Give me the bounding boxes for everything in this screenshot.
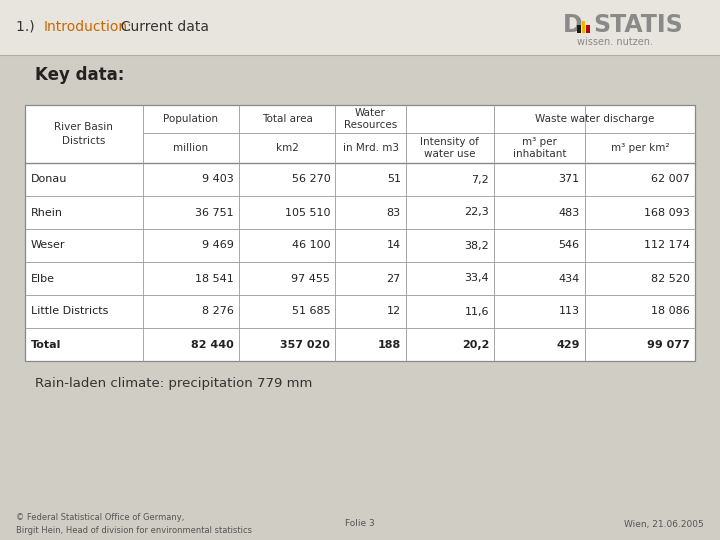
Text: 82 440: 82 440 — [192, 340, 234, 349]
Text: Population: Population — [163, 114, 218, 124]
Text: 51 685: 51 685 — [292, 307, 330, 316]
Text: wissen. nutzen.: wissen. nutzen. — [577, 37, 653, 47]
Text: © Federal Statistical Office of Germany,
Birgit Hein, Head of division for envir: © Federal Statistical Office of Germany,… — [16, 513, 252, 535]
Bar — [577, 25, 580, 33]
Text: 483: 483 — [558, 207, 580, 218]
Text: Wien, 21.06.2005: Wien, 21.06.2005 — [624, 519, 704, 529]
Text: Key data:: Key data: — [35, 66, 125, 84]
Text: Little Districts: Little Districts — [31, 307, 109, 316]
Text: 99 077: 99 077 — [647, 340, 690, 349]
Bar — [0, 0, 720, 55]
Bar — [582, 21, 585, 33]
Text: 18 086: 18 086 — [652, 307, 690, 316]
Text: Elbe: Elbe — [31, 273, 55, 284]
Text: 9 403: 9 403 — [202, 174, 234, 185]
Text: 546: 546 — [559, 240, 580, 251]
Text: Folie 3: Folie 3 — [345, 519, 375, 529]
Text: 371: 371 — [559, 174, 580, 185]
Text: Donau: Donau — [31, 174, 68, 185]
Bar — [25, 105, 695, 361]
Text: 1.): 1.) — [16, 20, 43, 34]
Text: 8 276: 8 276 — [202, 307, 234, 316]
Text: Waste water discharge: Waste water discharge — [535, 114, 654, 124]
Text: 9 469: 9 469 — [202, 240, 234, 251]
Text: 357 020: 357 020 — [281, 340, 330, 349]
Text: m³ per
inhabitant: m³ per inhabitant — [513, 137, 566, 159]
Text: m³ per km²: m³ per km² — [611, 143, 669, 153]
Text: 82 520: 82 520 — [651, 273, 690, 284]
Text: 429: 429 — [556, 340, 580, 349]
Text: 105 510: 105 510 — [285, 207, 330, 218]
Text: 188: 188 — [377, 340, 401, 349]
Text: 20,2: 20,2 — [462, 340, 489, 349]
Text: in Mrd. m3: in Mrd. m3 — [343, 143, 399, 153]
Text: Intensity of
water use: Intensity of water use — [420, 137, 480, 159]
Text: 36 751: 36 751 — [195, 207, 234, 218]
Text: 33,4: 33,4 — [464, 273, 489, 284]
Text: Total: Total — [31, 340, 61, 349]
Text: Water
Resources: Water Resources — [344, 108, 397, 130]
Text: 113: 113 — [559, 307, 580, 316]
Text: 14: 14 — [387, 240, 401, 251]
Text: Total area: Total area — [261, 114, 312, 124]
Text: 46 100: 46 100 — [292, 240, 330, 251]
Text: STATIS: STATIS — [593, 13, 683, 37]
Text: 112 174: 112 174 — [644, 240, 690, 251]
Text: 22,3: 22,3 — [464, 207, 489, 218]
Text: 56 270: 56 270 — [292, 174, 330, 185]
Text: 7,2: 7,2 — [472, 174, 489, 185]
Text: 27: 27 — [387, 273, 401, 284]
Text: Introduction:: Introduction: — [44, 20, 132, 34]
Text: Rain-laden climate: precipitation 779 mm: Rain-laden climate: precipitation 779 mm — [35, 376, 312, 389]
Text: 434: 434 — [558, 273, 580, 284]
Text: Current data: Current data — [112, 20, 209, 34]
Text: km2: km2 — [276, 143, 299, 153]
Text: 97 455: 97 455 — [292, 273, 330, 284]
Text: River Basin
Districts: River Basin Districts — [54, 123, 113, 146]
Text: 168 093: 168 093 — [644, 207, 690, 218]
Text: Rhein: Rhein — [31, 207, 63, 218]
Text: 38,2: 38,2 — [464, 240, 489, 251]
Text: 51: 51 — [387, 174, 401, 185]
Bar — [25, 105, 695, 361]
Text: 12: 12 — [387, 307, 401, 316]
Text: 11,6: 11,6 — [464, 307, 489, 316]
Text: 83: 83 — [387, 207, 401, 218]
Text: 18 541: 18 541 — [195, 273, 234, 284]
Text: 62 007: 62 007 — [652, 174, 690, 185]
Text: Weser: Weser — [31, 240, 66, 251]
Text: million: million — [174, 143, 208, 153]
Bar — [586, 25, 590, 33]
Text: D: D — [563, 13, 582, 37]
